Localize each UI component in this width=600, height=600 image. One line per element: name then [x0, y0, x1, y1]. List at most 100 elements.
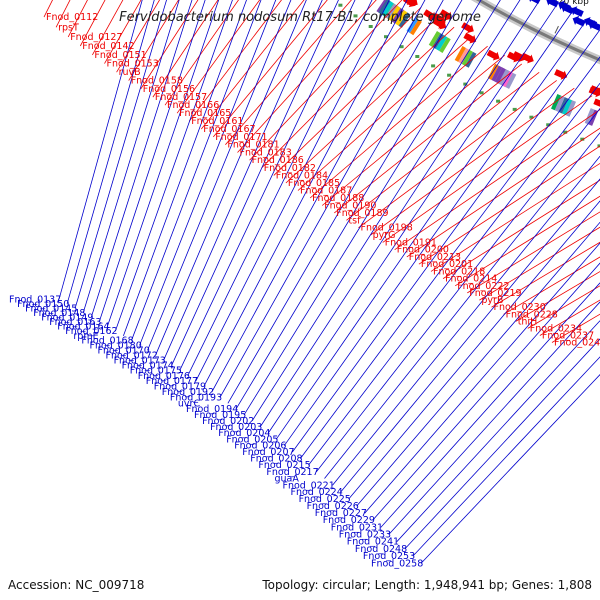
leader-line	[404, 338, 600, 550]
forward-gene-label: Fnod_0167	[203, 124, 255, 135]
reverse-gene-label: Fnod_0221	[283, 480, 335, 491]
forward-gene-label: thiH	[518, 316, 538, 327]
leader-line	[418, 145, 600, 265]
leader-line	[203, 0, 408, 387]
reverse-gene-label: Fnod_0162	[65, 326, 117, 337]
forward-gene-label: Fnod_0182	[264, 163, 316, 174]
reverse-gene-label: Fnod_0174	[122, 360, 174, 371]
leader-line	[74, 0, 167, 309]
forward-gene-arrow-shape	[433, 18, 447, 30]
forward-gene-arrow-shape	[506, 51, 520, 63]
cog-block	[551, 93, 562, 111]
leader-line	[527, 285, 600, 329]
leader-line	[152, 0, 219, 98]
leader-line	[187, 0, 373, 376]
outer-dot-marker	[353, 14, 358, 18]
leader-line	[219, 0, 444, 398]
cog-block	[395, 10, 408, 26]
cog-block-group	[428, 31, 451, 53]
leader-line	[249, 0, 403, 161]
reverse-gene-label: Fnod_0207	[242, 447, 294, 458]
leader-line	[116, 0, 160, 73]
forward-gene-label: pyrB	[481, 295, 503, 306]
reverse-gene-arrow	[572, 15, 586, 27]
reverse-gene-label: Fnod_0233	[339, 530, 391, 541]
cog-block	[562, 98, 573, 116]
forward-gene-arrow-shape	[423, 9, 436, 21]
forward-gene-arrow	[512, 51, 526, 62]
forward-gene-label: Fnod_0184	[276, 170, 328, 181]
reverse-gene-arrow	[561, 3, 575, 15]
forward-gene-label: Fnod_0153	[107, 59, 159, 70]
leader-line	[454, 195, 600, 287]
outer-dot-marker	[496, 99, 501, 103]
leader-line	[176, 0, 261, 114]
forward-gene-label: Fnod_0186	[252, 155, 304, 166]
leader-line	[225, 0, 352, 145]
leader-line	[82, 0, 180, 313]
reverse-gene-label: Fnod_0194	[186, 404, 238, 415]
cog-block	[378, 0, 391, 15]
forward-gene-label: Fnod_0127	[70, 32, 122, 43]
leader-line	[348, 200, 600, 500]
cog-block	[458, 47, 470, 64]
forward-gene-label: Fnod_0112	[46, 12, 98, 23]
reverse-gene-label: Fnod_0205	[226, 434, 278, 445]
genome-backbone	[338, 0, 600, 148]
map-title: Fervidobacterium nodosum Rt17-B1, comple…	[119, 10, 481, 25]
leader-line	[128, 0, 179, 81]
reverse-gene-label: Fnod_0137	[9, 294, 61, 305]
leader-line	[211, 0, 426, 393]
leader-line	[370, 87, 575, 236]
reverse-gene-label: Fnod_0202	[202, 416, 254, 427]
reverse-gene-label: Fnod_0177	[146, 376, 198, 387]
reverse-gene-label: Fnod_0150	[17, 299, 69, 310]
reverse-gene-arrow-shape	[570, 6, 584, 17]
forward-gene-arrow	[486, 49, 500, 61]
label-leader-lines	[43, 0, 600, 564]
outer-dot-marker	[529, 115, 534, 119]
cog-block-group	[551, 93, 576, 117]
reverse-gene-label: Fnod_0193	[170, 393, 222, 404]
forward-gene-label: Fnod_0213	[409, 252, 461, 263]
cog-block	[502, 71, 513, 88]
leader-line	[503, 256, 600, 315]
leader-line	[346, 71, 540, 221]
reverse-gene-label: Fnod_0224	[291, 487, 343, 498]
reverse-gene-label: Fnod_0217	[266, 467, 318, 478]
leader-line	[163, 0, 323, 361]
leader-line	[340, 178, 600, 493]
leader-line	[235, 0, 482, 410]
leader-line	[90, 0, 193, 318]
forward-gene-label: Fnod_0185	[288, 178, 340, 189]
outer-dot-marker	[546, 123, 551, 127]
leader-line	[164, 0, 239, 106]
forward-gene-label: rpsT	[58, 22, 79, 33]
leader-line	[380, 282, 600, 528]
leader-line	[275, 12, 573, 440]
forward-gene-arrow	[433, 18, 447, 30]
forward-gene-label: Fnod_0214	[445, 274, 497, 285]
reverse-gene-label: Fnod_0149	[41, 312, 93, 323]
cog-block	[491, 65, 503, 82]
forward-gene-label: Fnod_0181	[227, 140, 279, 151]
reverse-gene-arrow	[570, 6, 584, 17]
leader-line	[299, 56, 600, 459]
forward-gene-label: Fnod_0243	[554, 338, 600, 349]
reverse-gene-label: Fnod_0195	[194, 410, 246, 421]
forward-gene-arrow	[423, 9, 436, 21]
leader-line	[372, 262, 600, 521]
reverse-gene-label: uvrC	[178, 398, 201, 409]
reverse-gene-label: Fnod_0226	[307, 501, 359, 512]
reverse-gene-label: Fnod_0204	[218, 428, 270, 439]
forward-gene-label: Fnod_0191	[385, 237, 437, 248]
reverse-gene-label: Fnod_0172	[106, 350, 158, 361]
forward-gene-label: pyrG	[373, 230, 396, 241]
reverse-gene-label: Fnod_0253	[363, 551, 415, 562]
outer-dot-marker	[479, 91, 484, 95]
reverse-gene-label: Fnod_0168	[81, 336, 133, 347]
cog-block	[428, 31, 441, 47]
leader-line	[259, 0, 541, 428]
